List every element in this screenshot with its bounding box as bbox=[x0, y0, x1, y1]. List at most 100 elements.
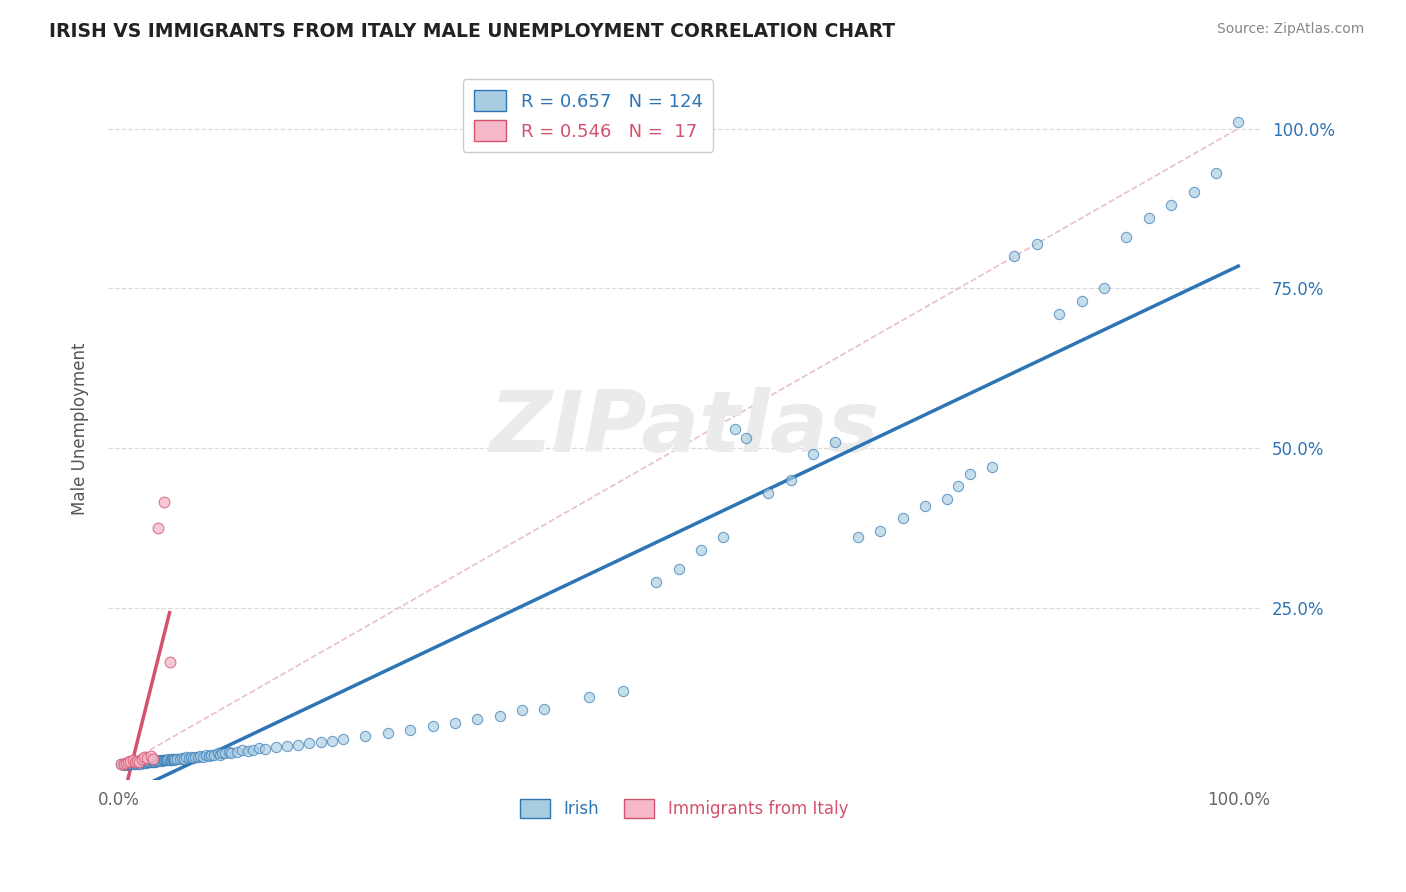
Point bbox=[139, 749, 162, 764]
Point bbox=[253, 742, 276, 756]
Point bbox=[142, 755, 165, 769]
Point bbox=[156, 754, 179, 768]
Point bbox=[115, 756, 138, 770]
Point bbox=[115, 757, 138, 772]
Point bbox=[181, 751, 204, 765]
Point bbox=[377, 726, 399, 740]
Point bbox=[1004, 249, 1026, 263]
Point bbox=[195, 748, 218, 763]
Point bbox=[127, 756, 149, 771]
Point bbox=[148, 754, 170, 768]
Point bbox=[148, 521, 170, 535]
Point bbox=[153, 495, 176, 509]
Point bbox=[208, 747, 231, 762]
Point bbox=[891, 511, 914, 525]
Point bbox=[207, 747, 229, 761]
Point bbox=[136, 751, 159, 765]
Point bbox=[298, 736, 321, 750]
Point bbox=[264, 740, 287, 755]
Point bbox=[690, 543, 713, 558]
Point bbox=[127, 756, 149, 770]
Point bbox=[981, 460, 1004, 475]
Point bbox=[157, 752, 180, 766]
Point bbox=[824, 434, 846, 449]
Point bbox=[124, 757, 146, 772]
Point bbox=[287, 738, 309, 752]
Point bbox=[936, 492, 959, 507]
Point bbox=[180, 750, 202, 764]
Point bbox=[128, 755, 150, 769]
Point bbox=[184, 749, 207, 764]
Point bbox=[110, 757, 132, 772]
Point bbox=[159, 753, 181, 767]
Point bbox=[131, 751, 153, 765]
Point bbox=[125, 756, 148, 770]
Point bbox=[124, 756, 146, 770]
Point bbox=[202, 748, 225, 763]
Point bbox=[188, 749, 211, 764]
Point bbox=[122, 756, 145, 771]
Point bbox=[138, 756, 160, 770]
Point bbox=[332, 731, 354, 746]
Point bbox=[488, 709, 510, 723]
Point bbox=[801, 447, 824, 461]
Point bbox=[153, 754, 176, 768]
Point bbox=[200, 747, 222, 762]
Point bbox=[612, 683, 634, 698]
Point bbox=[465, 712, 488, 726]
Point bbox=[129, 756, 152, 771]
Point bbox=[247, 741, 270, 756]
Text: IRISH VS IMMIGRANTS FROM ITALY MALE UNEMPLOYMENT CORRELATION CHART: IRISH VS IMMIGRANTS FROM ITALY MALE UNEM… bbox=[49, 22, 896, 41]
Point bbox=[155, 753, 177, 767]
Point bbox=[142, 754, 165, 768]
Point bbox=[120, 756, 142, 771]
Point bbox=[142, 751, 165, 765]
Point bbox=[163, 753, 186, 767]
Point bbox=[132, 756, 155, 770]
Point bbox=[1025, 236, 1047, 251]
Point bbox=[139, 755, 162, 769]
Point bbox=[121, 753, 143, 767]
Text: ZIPatlas: ZIPatlas bbox=[489, 387, 879, 470]
Point bbox=[159, 655, 181, 669]
Point bbox=[1047, 307, 1070, 321]
Point bbox=[111, 757, 134, 772]
Text: Source: ZipAtlas.com: Source: ZipAtlas.com bbox=[1216, 22, 1364, 37]
Point bbox=[128, 756, 150, 770]
Point bbox=[110, 757, 132, 772]
Point bbox=[533, 702, 555, 716]
Point bbox=[117, 756, 139, 770]
Point bbox=[578, 690, 600, 705]
Point bbox=[321, 733, 343, 747]
Point bbox=[145, 754, 167, 768]
Point bbox=[354, 729, 377, 743]
Point bbox=[170, 751, 193, 765]
Point bbox=[197, 749, 219, 764]
Point bbox=[218, 745, 240, 759]
Point bbox=[1070, 294, 1092, 309]
Point bbox=[117, 756, 139, 771]
Point bbox=[136, 755, 159, 769]
Point bbox=[1205, 166, 1227, 180]
Point bbox=[131, 756, 153, 770]
Point bbox=[132, 750, 155, 764]
Point bbox=[127, 754, 149, 768]
Point bbox=[1092, 281, 1115, 295]
Legend: Irish, Immigrants from Italy: Irish, Immigrants from Italy bbox=[513, 792, 855, 825]
Point bbox=[779, 473, 801, 487]
Point bbox=[756, 485, 779, 500]
Point bbox=[165, 751, 187, 765]
Point bbox=[146, 754, 169, 768]
Point bbox=[276, 739, 298, 753]
Point bbox=[214, 747, 236, 761]
Point bbox=[219, 746, 242, 760]
Point bbox=[236, 744, 259, 758]
Point bbox=[166, 752, 188, 766]
Point bbox=[225, 745, 247, 759]
Point bbox=[1160, 198, 1182, 212]
Point bbox=[186, 750, 208, 764]
Point bbox=[152, 753, 174, 767]
Point bbox=[668, 562, 690, 576]
Point bbox=[149, 754, 172, 768]
Point bbox=[114, 756, 136, 771]
